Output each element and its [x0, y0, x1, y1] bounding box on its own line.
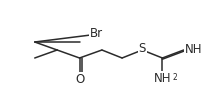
Text: 2: 2 — [172, 74, 177, 82]
Text: Br: Br — [90, 27, 103, 40]
Text: NH: NH — [185, 43, 202, 56]
Text: NH: NH — [154, 72, 171, 84]
Text: S: S — [139, 42, 146, 55]
Text: O: O — [75, 73, 84, 86]
